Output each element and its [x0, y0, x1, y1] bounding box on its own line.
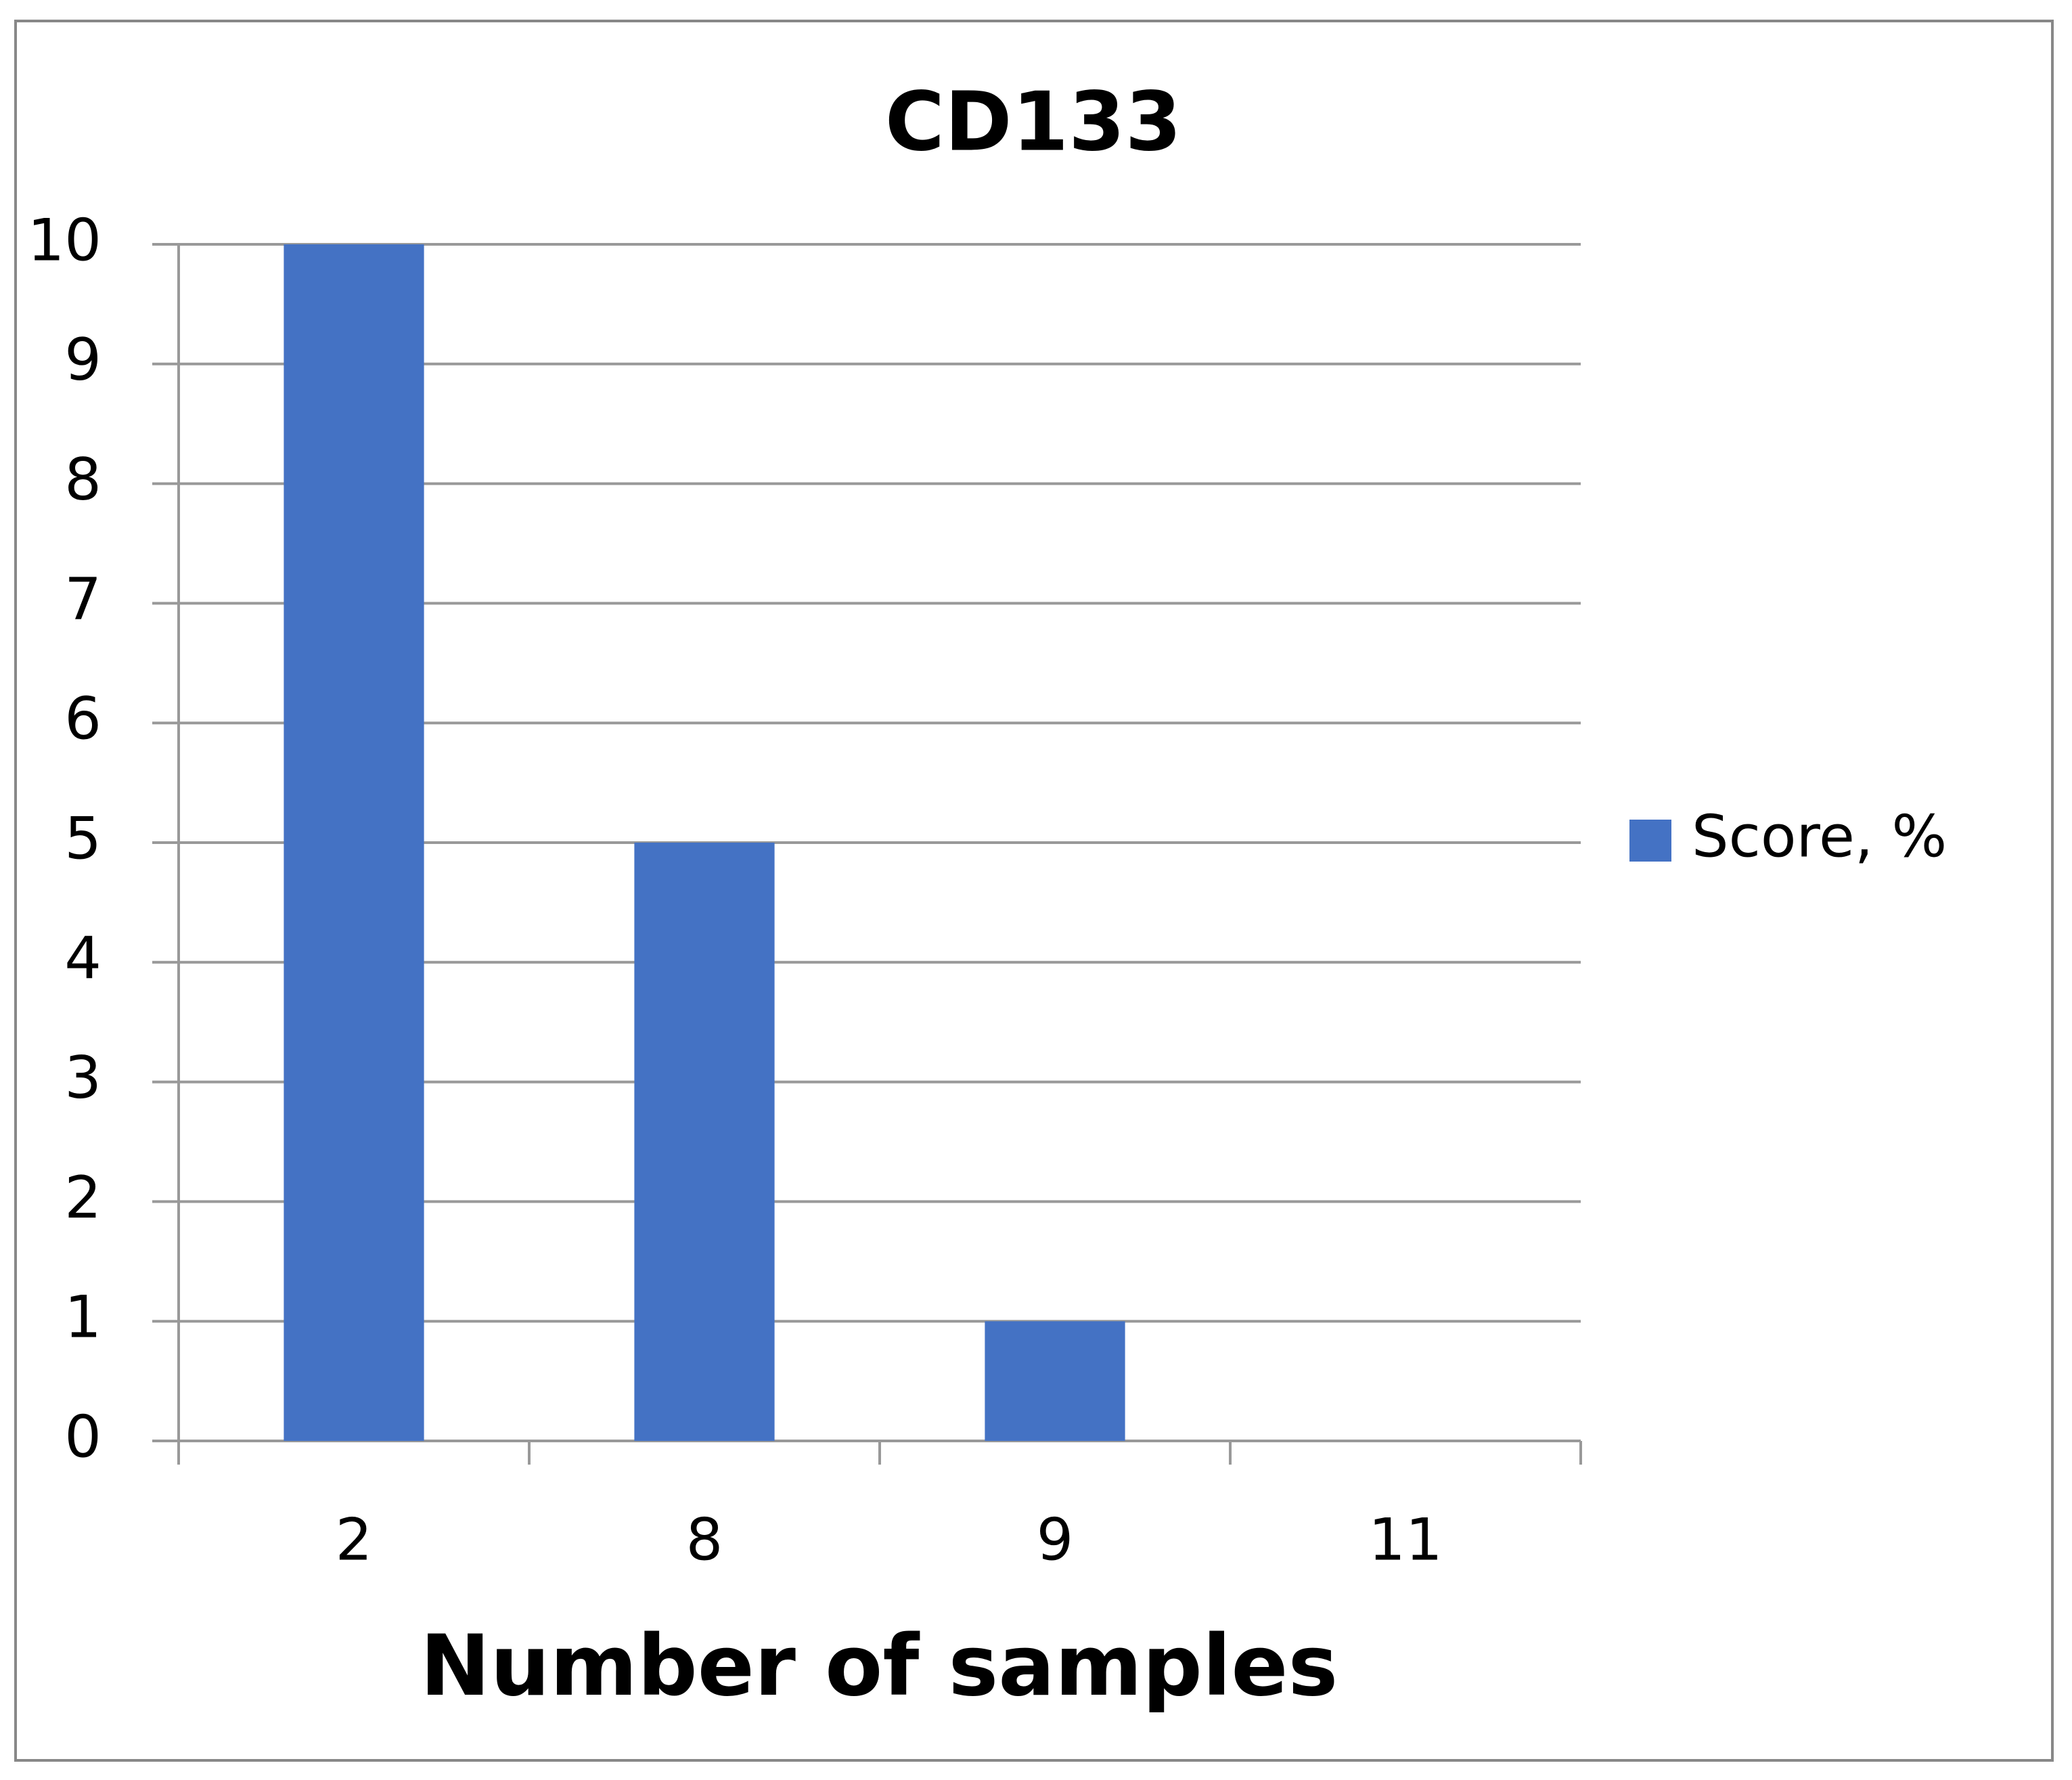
x-axis-label: Number of samples [420, 1618, 1338, 1715]
x-tick-label: 2 [336, 1506, 373, 1574]
y-tick-label: 0 [64, 1403, 102, 1471]
bar [284, 244, 424, 1441]
y-tick-label: 10 [28, 206, 102, 274]
y-tick-label: 3 [64, 1044, 102, 1112]
y-tick-label: 4 [64, 925, 102, 992]
y-tick-label: 1 [64, 1284, 102, 1352]
x-tick-label: 11 [1368, 1506, 1442, 1574]
y-tick-label: 7 [64, 566, 102, 633]
chart-title: CD133 [885, 76, 1181, 170]
y-tick-label: 8 [64, 446, 102, 514]
x-tick-label: 8 [686, 1506, 723, 1574]
y-tick-label: 5 [64, 805, 102, 872]
bar [985, 1321, 1125, 1441]
y-tick-label: 6 [64, 686, 102, 753]
bar [634, 843, 775, 1441]
legend-label: Score, % [1692, 803, 1947, 870]
x-tick-label: 9 [1037, 1506, 1074, 1574]
y-tick-label: 9 [64, 326, 102, 394]
legend-swatch [1629, 820, 1671, 862]
y-tick-label: 2 [64, 1164, 102, 1232]
